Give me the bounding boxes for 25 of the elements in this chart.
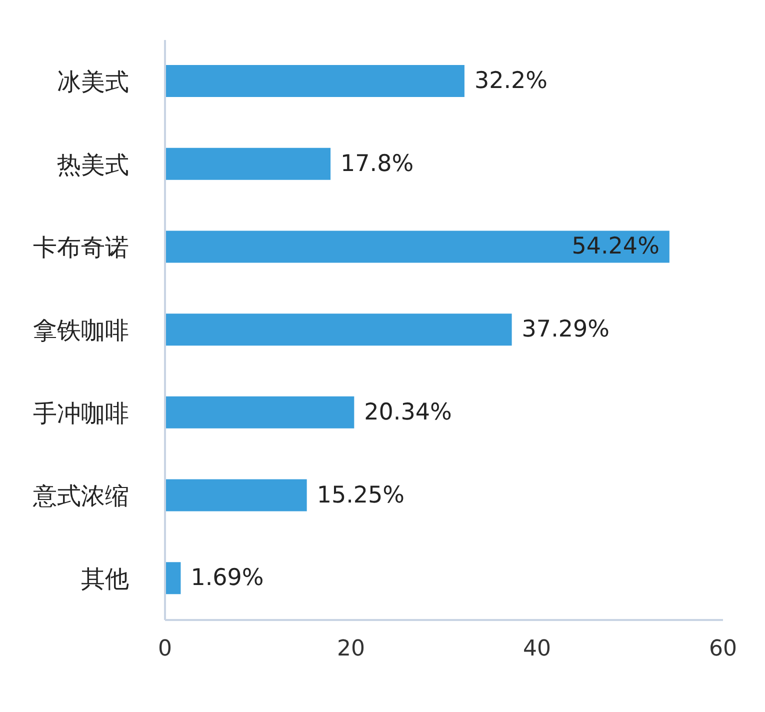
x-tick-label: 40 [523, 636, 551, 662]
data-label: 17.8% [340, 150, 414, 177]
y-tick-label: 热美式 [57, 150, 129, 179]
data-label: 32.2% [474, 68, 548, 94]
data-label: 15.25% [316, 482, 405, 508]
bar [165, 562, 181, 594]
y-tick-label: 其他 [81, 565, 129, 594]
x-tick-label: 60 [709, 636, 737, 662]
x-tick-label: 0 [158, 636, 172, 662]
y-tick-label: 冰美式 [57, 68, 129, 96]
data-label: 1.69% [190, 565, 264, 592]
y-tick-label: 手冲咖啡 [33, 399, 129, 428]
y-tick-label: 意式浓缩 [32, 482, 129, 510]
x-tick-label: 20 [337, 636, 365, 662]
bar [165, 148, 331, 180]
data-label: 37.29% [522, 316, 610, 343]
bar [165, 65, 464, 97]
bar [165, 230, 670, 263]
data-label: 20.34% [364, 399, 452, 426]
y-tick-label: 卡布奇诺 [33, 234, 129, 262]
bar [165, 479, 307, 512]
bar [165, 314, 512, 346]
bar [165, 396, 354, 428]
data-label: 54.24% [572, 234, 660, 260]
y-tick-label: 拿铁咖啡 [33, 316, 129, 345]
